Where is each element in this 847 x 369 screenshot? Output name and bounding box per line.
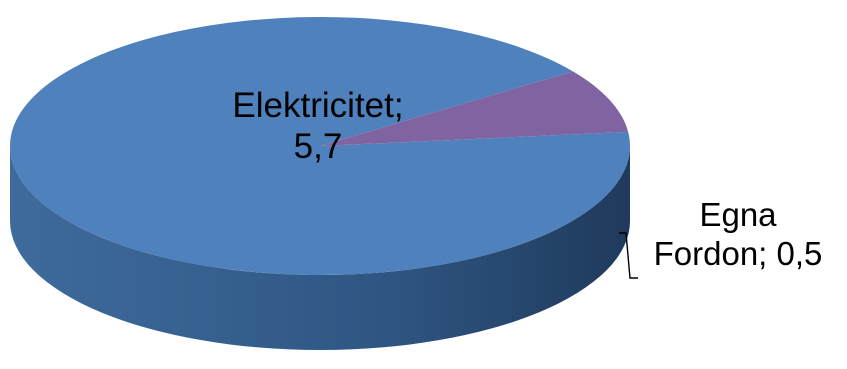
- data-label-egna-fordon: Egna Fordon; 0,5: [638, 196, 838, 274]
- pie-side-elektricitet: [10, 146, 630, 350]
- pie-slice-egna-fordon: [320, 71, 629, 146]
- data-label-elektricitet-value: 5,7: [293, 127, 343, 167]
- pie-slice-elektricitet: [10, 17, 631, 275]
- data-label-elektricitet-name: Elektricitet;: [232, 86, 404, 125]
- data-label-elektricitet: Elektricitet; 5,7: [200, 85, 436, 168]
- leader-line-egna-fordon: [619, 232, 638, 279]
- data-label-egna-fordon-name: Egna: [699, 196, 777, 233]
- data-label-egna-fordon-value: Fordon; 0,5: [653, 234, 823, 272]
